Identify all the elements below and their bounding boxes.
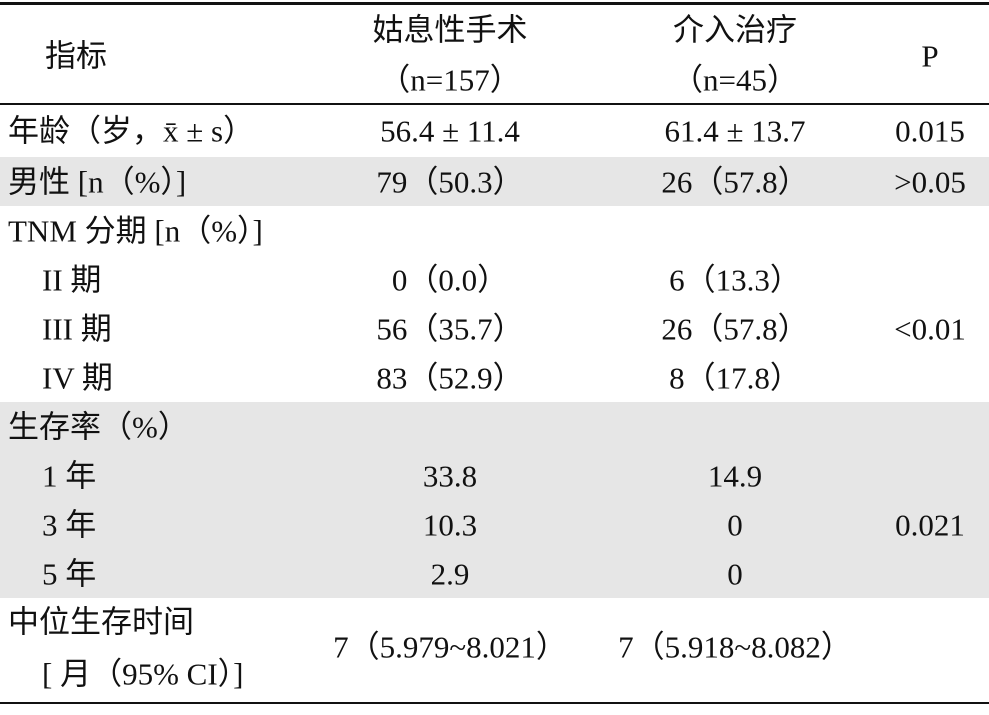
- p-value: 0.015: [895, 113, 965, 149]
- header-cell: 姑息性手术: [372, 12, 528, 48]
- data-cell: 33.8: [422, 458, 478, 493]
- header-cell: （n=157）: [379, 62, 521, 98]
- row-label: TNM 分期 [n（%）]: [8, 213, 263, 248]
- data-cell: 79（50.3）: [376, 164, 524, 199]
- row-shade: [0, 402, 989, 598]
- sub-row-label: 1 年: [42, 458, 97, 493]
- row-label: 中位生存时间: [8, 604, 194, 640]
- data-cell: 26（57.8）: [661, 311, 809, 346]
- data-cell: 56.4 ± 11.4: [380, 113, 520, 149]
- p-value: <0.01: [894, 311, 966, 346]
- data-cell: 7（5.918~8.082）: [618, 629, 852, 665]
- row-label: 年龄（岁，x̄ ± s）: [8, 113, 255, 149]
- p-value: 0.021: [895, 507, 965, 542]
- row-label: 男性 [n（%）]: [8, 164, 187, 199]
- header-cell: （n=45）: [672, 62, 798, 98]
- row-label: [ 月（95% CI）]: [42, 656, 244, 692]
- data-cell: 6（13.3）: [669, 262, 801, 297]
- data-cell: 14.9: [707, 458, 763, 493]
- sub-row-label: 5 年: [42, 556, 97, 591]
- header-cell: 介入治疗: [673, 12, 797, 48]
- sub-row-label: II 期: [42, 262, 102, 297]
- data-cell: 26（57.8）: [661, 164, 809, 199]
- sub-row-label: III 期: [42, 311, 112, 346]
- row-label: 生存率（%）: [8, 409, 189, 444]
- data-cell: 83（52.9）: [376, 360, 524, 395]
- top-rule: [0, 2, 989, 5]
- data-cell: 8（17.8）: [669, 360, 801, 395]
- data-cell: 0（0.0）: [391, 262, 509, 297]
- header-cell: 指标: [45, 38, 107, 74]
- data-cell: 0: [727, 556, 743, 591]
- data-cell: 0: [727, 507, 743, 542]
- data-cell: 2.9: [430, 556, 470, 591]
- data-cell: 7（5.979~8.021）: [333, 629, 567, 665]
- header-rule: [0, 103, 989, 105]
- sub-row-label: IV 期: [42, 360, 113, 395]
- bottom-rule: [0, 702, 989, 704]
- row-shade: [0, 157, 989, 206]
- p-value: >0.05: [894, 164, 966, 199]
- data-cell: 10.3: [422, 507, 478, 542]
- sub-row-label: 3 年: [42, 507, 97, 542]
- data-cell: 56（35.7）: [376, 311, 524, 346]
- header-cell: P: [921, 38, 939, 74]
- data-cell: 61.4 ± 13.7: [664, 113, 806, 149]
